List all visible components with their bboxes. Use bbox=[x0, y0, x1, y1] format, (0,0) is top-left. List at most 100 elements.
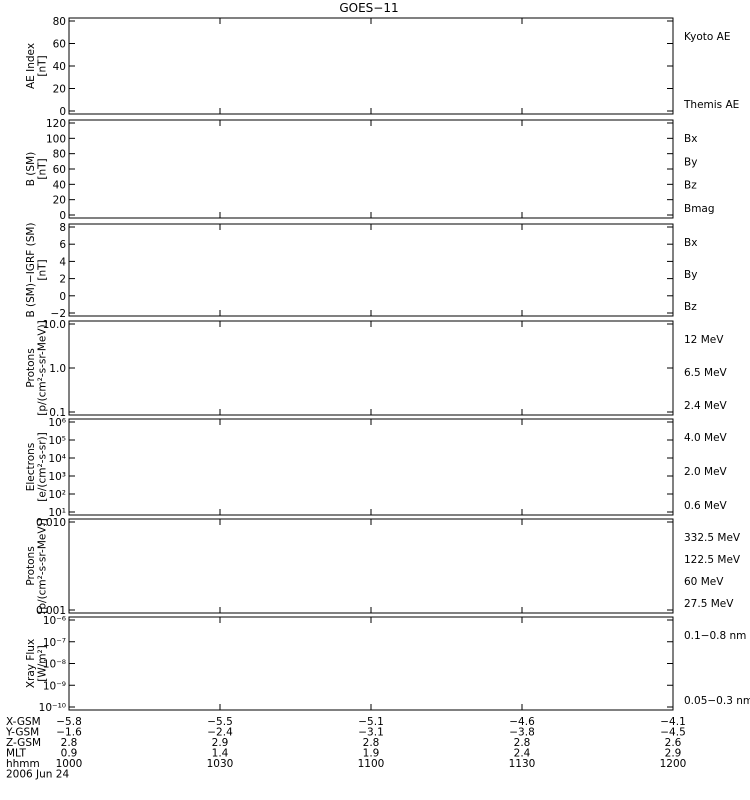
x-axis-value: −5.1 bbox=[358, 716, 384, 728]
y-tick-label: −2 bbox=[51, 308, 66, 320]
plot-title: GOES−11 bbox=[339, 1, 398, 15]
y-axis-label-line: [p/(cm²-s-sr-MeV)] bbox=[36, 320, 48, 415]
y-tick-label: 10¹ bbox=[48, 507, 66, 519]
legend-label: Themis AE bbox=[683, 99, 739, 111]
y-tick-label: 20 bbox=[53, 84, 66, 96]
y-axis-label-line: B (SM)−IGRF (SM) bbox=[25, 222, 37, 317]
legend-label: 12 MeV bbox=[684, 334, 724, 346]
y-tick-label: 60 bbox=[53, 164, 66, 176]
y-axis-label-line: B (SM) bbox=[25, 152, 37, 186]
legend-label: 0.1−0.8 nm bbox=[684, 630, 746, 642]
x-axis-block: X-GSM −5.8 −5.5 −5.1 −4.6 −4.1 Y-GSM −1.6 −2.4 −3… bbox=[5, 716, 686, 781]
y-tick-label: 6 bbox=[59, 239, 66, 251]
legend-label: 2.0 MeV bbox=[684, 466, 728, 478]
y-axis-label: Protons[p/(cm²-s-sr-MeV)] bbox=[25, 320, 49, 415]
y-axis-label-line: Protons bbox=[25, 546, 37, 585]
x-axis-value: −4.1 bbox=[660, 716, 686, 728]
y-axis-label-line: Protons bbox=[25, 348, 37, 387]
x-axis-value: 2.9 bbox=[212, 737, 229, 749]
legend-label: Kyoto AE bbox=[684, 31, 730, 43]
x-axis-value: 1.4 bbox=[212, 748, 229, 760]
y-axis-label: AE Index[nT] bbox=[25, 43, 49, 89]
x-axis-value: −4.5 bbox=[660, 727, 686, 739]
y-tick-label: 120 bbox=[46, 118, 66, 130]
x-axis-value: −1.6 bbox=[56, 727, 82, 739]
y-tick-label: 1.0 bbox=[49, 363, 66, 375]
x-axis-row-label: Z-GSM bbox=[6, 737, 41, 749]
y-tick-label: 80 bbox=[53, 149, 66, 161]
y-tick-label: 0.001 bbox=[36, 605, 66, 617]
x-axis-value: 0.9 bbox=[61, 748, 78, 760]
legend-label: Bx bbox=[684, 237, 697, 249]
panel-3: −2 0 2 4 6 8 B (SM)−IGRF (SM)[nT] Bx By Bz bbox=[25, 222, 698, 320]
y-tick-label: 20 bbox=[53, 195, 66, 207]
y-tick-label: 10² bbox=[48, 489, 66, 501]
x-axis-value: −3.8 bbox=[509, 727, 535, 739]
y-tick-label: 10⁻⁹ bbox=[43, 680, 66, 692]
x-axis-value: 1030 bbox=[207, 758, 234, 770]
y-axis-label: Xray Flux[W/m²] bbox=[25, 639, 49, 688]
y-tick-label: 60 bbox=[53, 39, 66, 51]
legend-label: 0.05−0.3 nm bbox=[684, 695, 750, 707]
legend-label: 4.0 MeV bbox=[684, 432, 728, 444]
y-tick-label: 4 bbox=[59, 256, 66, 268]
y-tick-label: 10⁻⁷ bbox=[43, 637, 66, 649]
panel-frame bbox=[68, 518, 674, 614]
panel-frame bbox=[68, 17, 674, 115]
legend-label: Bz bbox=[684, 180, 697, 192]
x-axis-value: 2.8 bbox=[514, 737, 531, 749]
x-axis-value: 1200 bbox=[660, 758, 687, 770]
y-axis-label: Electrons[e/(cm²-s-sr)] bbox=[25, 432, 49, 501]
y-axis-label-line: Electrons bbox=[25, 443, 37, 492]
panel-frame bbox=[68, 119, 674, 219]
y-tick-label: 0.1 bbox=[49, 407, 66, 419]
legend-label: 60 MeV bbox=[684, 576, 724, 588]
y-axis-label-line: [p/(cm²-s-sr-MeV)] bbox=[36, 518, 48, 613]
y-axis-label-line: [nT] bbox=[36, 158, 48, 179]
y-axis-label: B (SM)[nT] bbox=[25, 152, 49, 186]
x-axis-value: −4.6 bbox=[509, 716, 535, 728]
panel-7: 10⁻¹⁰ 10⁻⁹ 10⁻⁸ 10⁻⁷ 10⁻⁶ Xray Flux[W/m²] 0.1−… bbox=[25, 615, 750, 714]
legend-label: Bz bbox=[684, 301, 697, 313]
y-tick-label: 2 bbox=[59, 274, 66, 286]
y-tick-label: 10⁻¹⁰ bbox=[39, 702, 66, 714]
x-axis-value: −3.1 bbox=[358, 727, 384, 739]
y-tick-label: 0 bbox=[59, 210, 66, 222]
y-axis-label-line: AE Index bbox=[25, 43, 37, 89]
x-axis-value: 2.8 bbox=[363, 737, 380, 749]
y-tick-label: 10⁶ bbox=[48, 417, 66, 429]
y-tick-label: 0 bbox=[59, 106, 66, 118]
panel-frame bbox=[68, 223, 674, 317]
y-tick-label: 100 bbox=[46, 133, 66, 145]
y-tick-label: 10³ bbox=[48, 471, 66, 483]
x-axis-value: 1130 bbox=[509, 758, 536, 770]
y-tick-label: 10⁻⁸ bbox=[43, 659, 66, 671]
x-axis-value: 2.6 bbox=[665, 737, 682, 749]
y-axis-label: B (SM)−IGRF (SM)[nT] bbox=[25, 222, 49, 317]
x-axis-value: 2.8 bbox=[61, 737, 78, 749]
x-axis-date: 2006 Jun 24 bbox=[6, 769, 69, 781]
x-axis-value: 1000 bbox=[56, 758, 83, 770]
panel-frame bbox=[68, 418, 674, 516]
panel-frame bbox=[68, 616, 674, 711]
y-tick-label: 10⁵ bbox=[48, 435, 66, 447]
y-tick-label: 10⁴ bbox=[48, 453, 66, 465]
x-axis-value: 1.9 bbox=[363, 748, 380, 760]
legend-label: By bbox=[684, 156, 697, 168]
y-axis-label-line: [nT] bbox=[36, 259, 48, 280]
y-axis-label-line: [W/m²] bbox=[36, 645, 48, 682]
legend-label: By bbox=[684, 269, 697, 281]
y-tick-label: 10⁻⁶ bbox=[43, 615, 66, 627]
y-axis-label-line: [e/(cm²-s-sr)] bbox=[36, 432, 48, 501]
x-axis-value: −2.4 bbox=[207, 727, 233, 739]
y-tick-label: 0.010 bbox=[36, 517, 66, 529]
x-axis-value: 2.4 bbox=[514, 748, 531, 760]
legend-label: 27.5 MeV bbox=[684, 598, 734, 610]
y-tick-label: 80 bbox=[53, 16, 66, 28]
x-axis-row-label: MLT bbox=[6, 748, 26, 760]
legend-label: 332.5 MeV bbox=[684, 532, 741, 544]
y-tick-label: 40 bbox=[53, 179, 66, 191]
y-axis-label-line: Xray Flux bbox=[25, 639, 37, 688]
